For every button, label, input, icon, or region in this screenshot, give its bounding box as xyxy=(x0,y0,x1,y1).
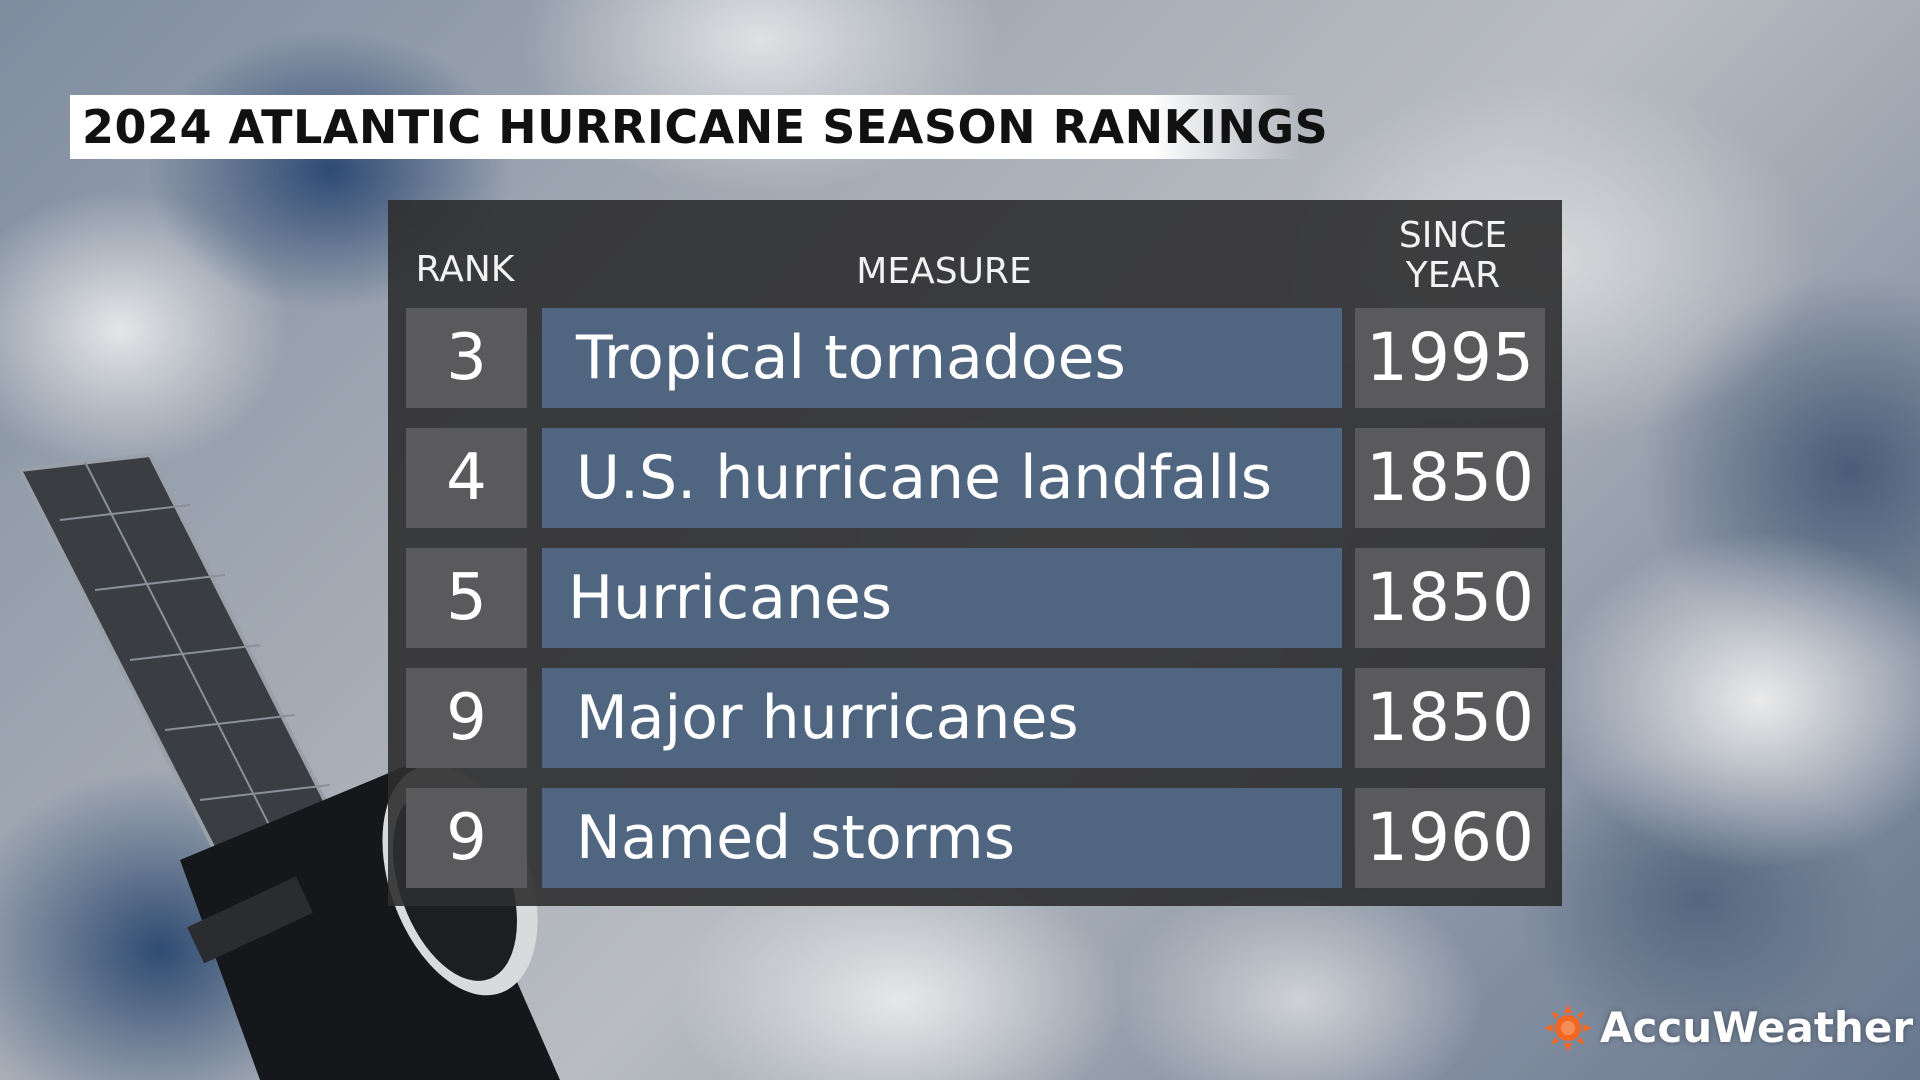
measure-label: Hurricanes xyxy=(568,563,893,633)
rank-value: 3 xyxy=(406,308,527,408)
measure-label: Major hurricanes xyxy=(576,683,1079,753)
column-header-rank: RANK xyxy=(415,249,515,290)
accuweather-logo: AccuWeather xyxy=(1540,1000,1913,1056)
rankings-table: RANK MEASURE SINCE YEAR 3 Tropical torna… xyxy=(388,200,1562,906)
since-year-value: 1850 xyxy=(1355,668,1545,768)
measure-label: Tropical tornadoes xyxy=(576,323,1126,393)
solar-panel-array xyxy=(16,452,353,883)
table-row: 4 U.S. hurricane landfalls 1850 xyxy=(388,428,1562,528)
table-row: 9 Major hurricanes 1850 xyxy=(388,668,1562,768)
measure-cell: Named storms xyxy=(542,788,1342,888)
measure-cell: U.S. hurricane landfalls xyxy=(542,428,1342,528)
measure-label: U.S. hurricane landfalls xyxy=(576,443,1273,513)
rank-value: 9 xyxy=(406,668,527,768)
table-row: 9 Named storms 1960 xyxy=(388,788,1562,888)
since-year-value: 1995 xyxy=(1355,308,1545,408)
measure-label: Named storms xyxy=(576,803,1015,873)
rank-value: 5 xyxy=(406,548,527,648)
rank-value: 9 xyxy=(406,788,527,888)
rank-value: 4 xyxy=(406,428,527,528)
measure-cell: Tropical tornadoes xyxy=(542,308,1342,408)
since-year-value: 1850 xyxy=(1355,428,1545,528)
title-banner: 2024 ATLANTIC HURRICANE SEASON RANKINGS xyxy=(70,95,1328,159)
measure-cell: Major hurricanes xyxy=(542,668,1342,768)
measure-cell: Hurricanes xyxy=(542,548,1342,648)
column-header-measure: MEASURE xyxy=(856,251,1032,292)
since-year-value: 1850 xyxy=(1355,548,1545,648)
table-row: 3 Tropical tornadoes 1995 xyxy=(388,308,1562,408)
since-year-value: 1960 xyxy=(1355,788,1545,888)
page-title: 2024 ATLANTIC HURRICANE SEASON RANKINGS xyxy=(82,100,1329,154)
brand-name: AccuWeather xyxy=(1600,1003,1914,1052)
table-row: 5 Hurricanes 1850 xyxy=(388,548,1562,648)
sun-icon xyxy=(1544,1004,1592,1052)
column-header-since-year: SINCE YEAR xyxy=(1398,215,1508,296)
